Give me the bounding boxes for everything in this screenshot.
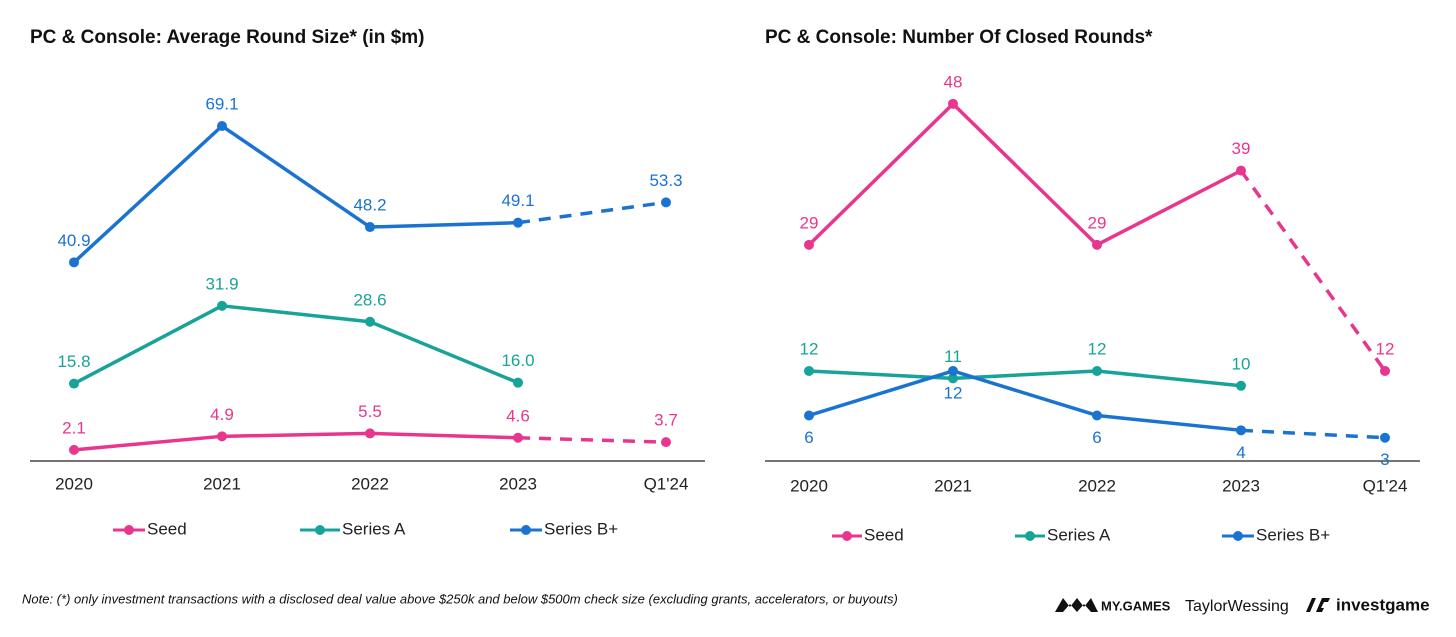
- data-label: 12: [800, 339, 819, 358]
- point: [513, 217, 523, 228]
- data-label: 29: [800, 213, 819, 232]
- data-label: 10: [1232, 354, 1251, 373]
- point: [804, 365, 814, 376]
- legend-label: Seed: [864, 525, 904, 544]
- point: [948, 98, 958, 109]
- legend-label: Series B+: [1256, 525, 1330, 544]
- x-tick-label: 2020: [790, 476, 828, 495]
- x-tick-label: 2023: [1222, 476, 1260, 495]
- note: Note: (*) only investment transactions w…: [22, 591, 898, 606]
- point: [1236, 165, 1246, 176]
- series-line-dashed: [1239, 169, 1387, 372]
- point: [365, 316, 375, 327]
- data-label: 6: [804, 428, 813, 447]
- point: [365, 428, 375, 439]
- series-line-dashed: [517, 436, 667, 444]
- point: [217, 300, 227, 311]
- point: [661, 197, 671, 208]
- logo-mygames: MY.GAMES: [1101, 598, 1171, 613]
- data-label: 5.5: [358, 402, 382, 421]
- data-label: 48: [944, 72, 963, 91]
- point: [661, 437, 671, 448]
- point: [1092, 410, 1102, 421]
- point: [217, 121, 227, 132]
- point: [69, 257, 79, 268]
- point: [804, 410, 814, 421]
- series-line: [808, 369, 1242, 388]
- legend-label: Series B+: [544, 519, 618, 538]
- data-label: 53.3: [649, 171, 682, 190]
- point: [365, 222, 375, 233]
- logo-taylorwessing: TaylorWessing: [1185, 598, 1289, 615]
- legend-dot: [315, 525, 325, 535]
- series-line: [72, 124, 519, 264]
- x-tick-label: 2020: [55, 474, 93, 493]
- mygames-icon: [1055, 598, 1098, 612]
- x-tick-label: 2023: [499, 474, 537, 493]
- x-tick-label: 2022: [1078, 476, 1116, 495]
- data-label: 12: [1376, 339, 1395, 358]
- series-line: [807, 102, 1242, 247]
- chart-title: PC & Console: Number Of Closed Rounds*: [765, 27, 1153, 48]
- data-label: 39: [1232, 139, 1251, 158]
- data-label: 2.1: [62, 418, 86, 437]
- data-label: 4.6: [506, 406, 530, 425]
- point: [1236, 425, 1246, 436]
- x-tick-label: 2021: [203, 474, 241, 493]
- series-line-dashed: [1240, 428, 1386, 440]
- data-label: 6: [1092, 428, 1101, 447]
- data-label: 16.0: [501, 351, 534, 370]
- data-label: 4: [1236, 443, 1245, 462]
- data-label: 15.8: [57, 352, 90, 371]
- logo-investgame: investgame: [1336, 595, 1430, 614]
- point: [948, 365, 958, 376]
- legend-label: Series A: [1047, 525, 1111, 544]
- x-tick-label: Q1'24: [644, 474, 689, 493]
- data-label: 31.9: [205, 274, 238, 293]
- data-label: 3: [1380, 450, 1389, 469]
- legend-dot: [124, 525, 134, 535]
- x-tick-label: Q1'24: [1363, 476, 1408, 495]
- x-tick-label: 2021: [934, 476, 972, 495]
- data-label: 28.6: [353, 290, 386, 309]
- x-tick-label: 2022: [351, 474, 389, 493]
- data-label: 12: [944, 383, 963, 402]
- point: [948, 373, 958, 384]
- data-label: 49.1: [501, 191, 534, 210]
- point: [1380, 365, 1390, 376]
- point: [1380, 432, 1390, 443]
- point: [1092, 239, 1102, 250]
- data-label: 11: [944, 347, 962, 366]
- series-line: [73, 304, 519, 386]
- point: [804, 239, 814, 250]
- point: [69, 378, 79, 389]
- legend-dot: [1233, 531, 1243, 541]
- point: [513, 377, 523, 388]
- data-label: 29: [1088, 213, 1107, 232]
- legend-label: Seed: [147, 519, 187, 538]
- data-label: 4.9: [210, 405, 234, 424]
- series-line: [808, 369, 1242, 433]
- point: [1092, 365, 1102, 376]
- investgame-icon: [1306, 598, 1330, 612]
- legend-dot: [521, 525, 531, 535]
- point: [513, 432, 523, 443]
- chart-title: PC & Console: Average Round Size* (in $m…: [30, 27, 424, 48]
- legend-label: Series A: [342, 519, 406, 538]
- data-label: 69.1: [205, 95, 238, 114]
- point: [69, 444, 79, 455]
- point: [217, 431, 227, 442]
- series-line: [73, 431, 519, 452]
- data-label: 3.7: [654, 411, 678, 430]
- series-line-dashed: [517, 200, 667, 225]
- data-label: 48.2: [353, 196, 386, 215]
- point: [1236, 380, 1246, 391]
- legend-dot: [1025, 531, 1035, 541]
- data-label: 12: [1088, 339, 1107, 358]
- data-label: 40.9: [57, 231, 90, 250]
- legend-dot: [842, 531, 852, 541]
